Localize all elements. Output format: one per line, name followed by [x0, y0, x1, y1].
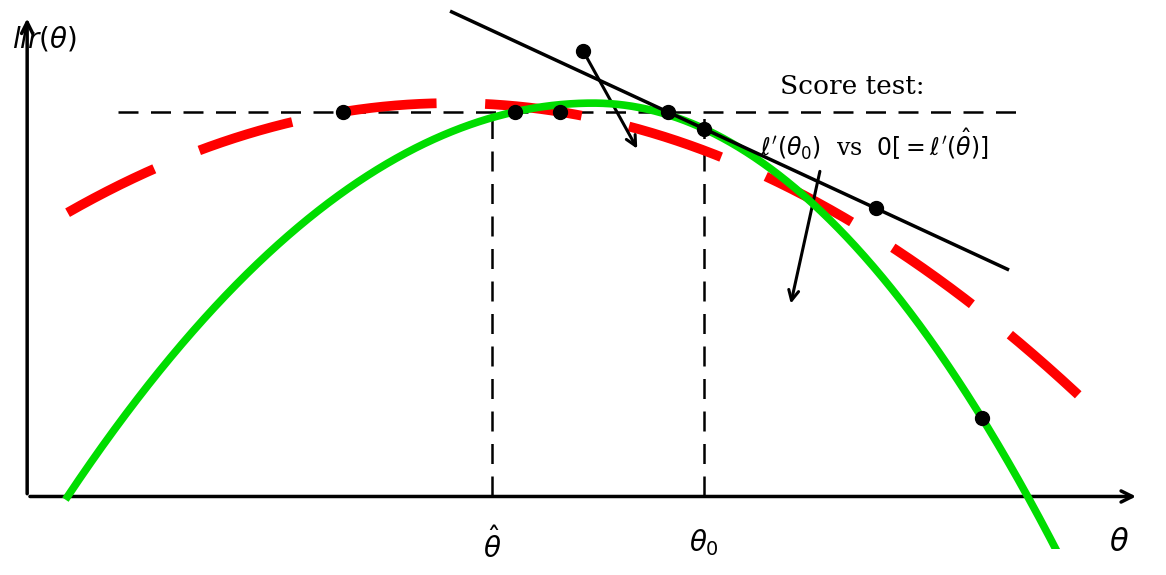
- Text: $\hat{\theta}$: $\hat{\theta}$: [483, 527, 501, 564]
- Text: $llr(\theta)$: $llr(\theta)$: [12, 24, 77, 53]
- Text: $\theta$: $\theta$: [1109, 527, 1129, 558]
- Text: $\theta_0$: $\theta_0$: [689, 527, 719, 558]
- Text: Score test:: Score test:: [780, 74, 925, 99]
- Text: $\ell'(\theta_0)$  vs  $0[=\ell'(\hat{\theta})]$: $\ell'(\theta_0)$ vs $0[=\ell'(\hat{\the…: [760, 126, 989, 162]
